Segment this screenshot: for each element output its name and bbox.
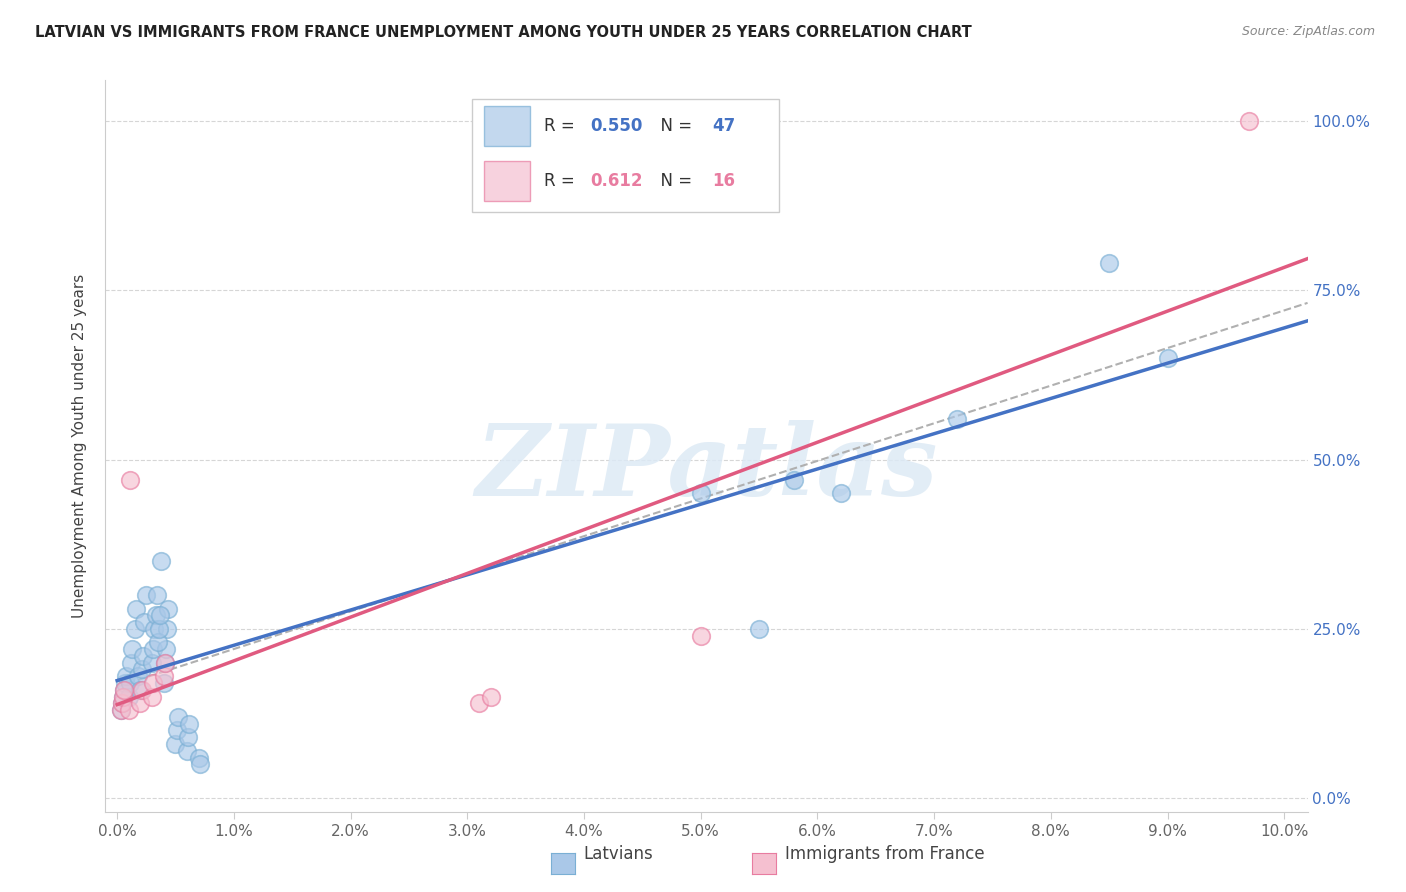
FancyBboxPatch shape — [484, 161, 530, 201]
Point — [748, 622, 770, 636]
Point — [129, 697, 152, 711]
Point — [468, 697, 491, 711]
Point — [689, 629, 711, 643]
Point — [132, 648, 155, 663]
Point — [179, 716, 201, 731]
Point — [115, 669, 138, 683]
Text: 0.550: 0.550 — [591, 118, 643, 136]
Point — [153, 676, 176, 690]
Point — [689, 486, 711, 500]
Point — [946, 412, 969, 426]
Point — [143, 622, 166, 636]
FancyBboxPatch shape — [484, 106, 530, 146]
Point — [112, 682, 135, 697]
Point — [124, 622, 146, 636]
Point — [114, 676, 136, 690]
Point — [121, 642, 143, 657]
Point — [131, 682, 153, 697]
Text: ZIPatlas: ZIPatlas — [475, 420, 938, 516]
Point — [146, 588, 169, 602]
Point — [1156, 351, 1178, 365]
Point — [177, 730, 200, 744]
Text: 0.612: 0.612 — [591, 172, 643, 190]
Point — [110, 703, 132, 717]
Point — [127, 669, 149, 683]
Point — [142, 642, 165, 657]
Text: R =: R = — [544, 172, 581, 190]
Text: 47: 47 — [713, 118, 735, 136]
Point — [166, 710, 188, 724]
Text: Latvians: Latvians — [583, 846, 654, 863]
Point — [166, 723, 188, 738]
Text: 16: 16 — [713, 172, 735, 190]
Text: N =: N = — [650, 172, 697, 190]
Point — [135, 588, 157, 602]
Point — [176, 744, 198, 758]
Point — [145, 608, 167, 623]
Point — [118, 703, 141, 717]
Point — [188, 757, 211, 772]
Point — [118, 690, 141, 704]
Point — [132, 615, 155, 629]
Point — [131, 663, 153, 677]
Point — [111, 697, 134, 711]
Point — [156, 622, 179, 636]
Text: Immigrants from France: Immigrants from France — [785, 846, 984, 863]
Point — [111, 690, 134, 704]
Point — [129, 682, 152, 697]
Point — [146, 635, 169, 649]
Point — [153, 656, 176, 670]
Y-axis label: Unemployment Among Youth under 25 years: Unemployment Among Youth under 25 years — [72, 274, 87, 618]
Point — [149, 608, 172, 623]
Point — [111, 690, 134, 704]
Point — [157, 601, 180, 615]
Point — [1098, 256, 1121, 270]
Point — [125, 601, 148, 615]
Point — [1237, 114, 1260, 128]
Point — [112, 682, 135, 697]
Point — [479, 690, 502, 704]
Point — [111, 697, 134, 711]
Point — [153, 656, 176, 670]
Point — [153, 669, 176, 683]
Point — [141, 656, 163, 670]
Point — [155, 642, 177, 657]
Point — [110, 703, 132, 717]
Point — [830, 486, 852, 500]
Point — [187, 750, 209, 764]
Point — [118, 473, 141, 487]
Point — [141, 690, 163, 704]
Text: N =: N = — [650, 118, 697, 136]
Point — [118, 676, 141, 690]
Point — [148, 622, 170, 636]
Point — [783, 473, 806, 487]
Point — [165, 737, 187, 751]
Point — [150, 554, 173, 568]
Point — [142, 676, 165, 690]
FancyBboxPatch shape — [472, 99, 779, 212]
Text: R =: R = — [544, 118, 581, 136]
Text: Source: ZipAtlas.com: Source: ZipAtlas.com — [1241, 25, 1375, 38]
Point — [120, 656, 142, 670]
Text: LATVIAN VS IMMIGRANTS FROM FRANCE UNEMPLOYMENT AMONG YOUTH UNDER 25 YEARS CORREL: LATVIAN VS IMMIGRANTS FROM FRANCE UNEMPL… — [35, 25, 972, 40]
